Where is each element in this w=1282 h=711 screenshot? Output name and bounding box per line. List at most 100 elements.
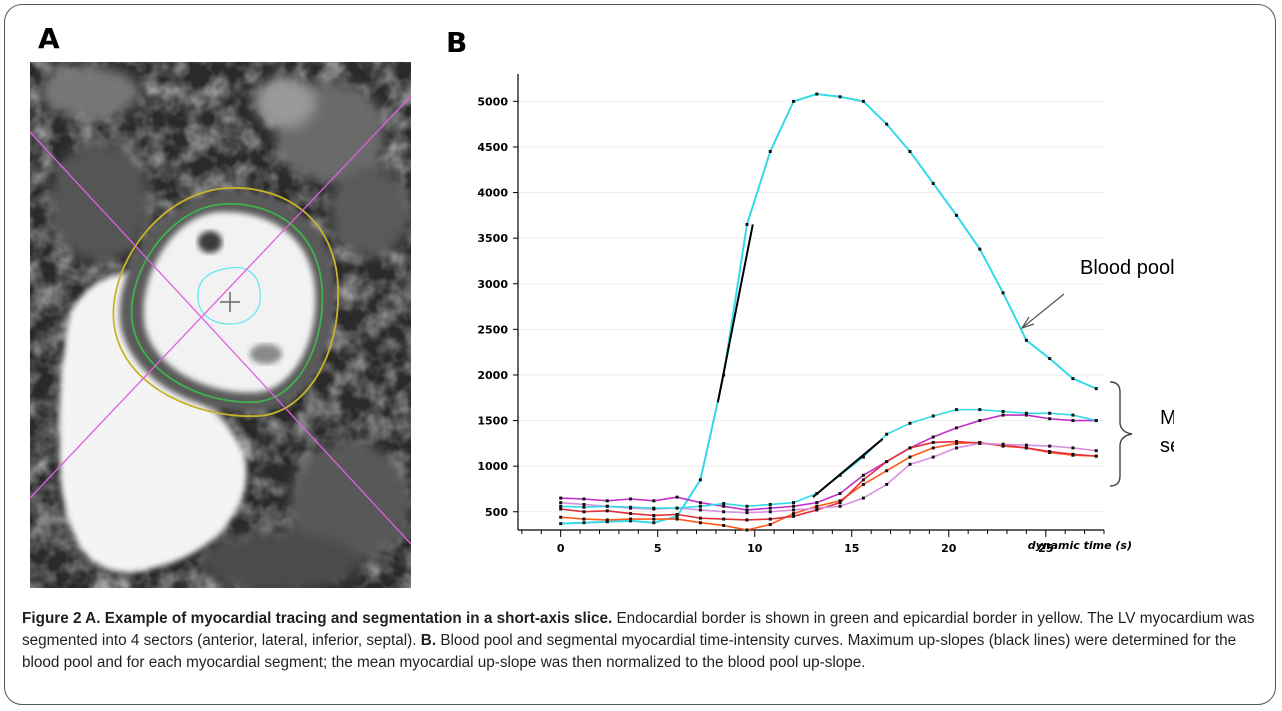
data-point <box>722 504 726 508</box>
data-point <box>931 455 935 459</box>
data-point <box>931 446 935 450</box>
data-point <box>1071 377 1075 381</box>
endocardial-border <box>130 203 324 404</box>
data-point <box>838 504 842 508</box>
data-point <box>1001 291 1005 295</box>
data-point <box>1071 419 1075 423</box>
epicardial-border <box>112 187 339 418</box>
data-point <box>745 518 749 522</box>
data-point <box>745 504 749 508</box>
series-line-4 <box>560 442 1097 514</box>
data-point <box>582 505 586 509</box>
annotation-arrow-icon <box>1020 293 1065 330</box>
data-point <box>1048 444 1052 448</box>
data-point <box>978 247 982 251</box>
data-point <box>675 517 679 521</box>
data-point <box>559 496 563 500</box>
data-point <box>861 99 865 103</box>
data-point <box>698 478 702 482</box>
data-point <box>885 482 889 486</box>
panel-a-letter: A <box>38 22 60 55</box>
data-point <box>838 501 842 505</box>
time-intensity-chart: 500 1000 1500 2000 2500 3000 3500 4000 4500 5000 0… <box>477 74 1174 555</box>
data-point <box>1001 442 1005 446</box>
data-point <box>629 505 633 509</box>
data-point <box>908 150 912 154</box>
data-point <box>1001 409 1005 413</box>
data-point <box>768 502 772 506</box>
data-point <box>931 435 935 439</box>
center-crosshair-icon <box>220 292 240 312</box>
figure-frame <box>4 4 1276 705</box>
data-point <box>629 497 633 501</box>
data-point <box>605 499 609 503</box>
data-point <box>768 523 772 527</box>
data-point <box>605 518 609 522</box>
blood-pool-annotation: Blood pool <box>1080 257 1174 279</box>
x-tick-label: 15 <box>844 542 859 555</box>
data-point <box>582 502 586 506</box>
papillary-muscle <box>198 231 222 253</box>
data-point <box>955 446 959 450</box>
data-point <box>1024 338 1028 342</box>
y-tick-label: 4500 <box>477 141 508 154</box>
data-point <box>815 501 819 505</box>
data-point <box>861 478 865 482</box>
chart-points <box>559 92 1098 532</box>
upslope-line-0 <box>716 224 754 403</box>
data-point <box>1094 454 1098 458</box>
data-point <box>838 499 842 503</box>
data-point <box>885 432 889 436</box>
chart-slopes <box>716 224 884 498</box>
data-point <box>1024 443 1028 447</box>
segment-line-1 <box>30 131 411 545</box>
blood-pool-roi <box>197 266 261 325</box>
data-point <box>1024 411 1028 415</box>
data-point <box>885 122 889 126</box>
y-tick-label: 1000 <box>477 460 508 473</box>
data-point <box>605 520 609 524</box>
data-point <box>931 414 935 418</box>
series-line-3 <box>560 440 1097 521</box>
data-point <box>1048 411 1052 415</box>
data-point <box>978 441 982 445</box>
series-line-1 <box>560 414 1097 511</box>
data-point <box>815 506 819 510</box>
data-point <box>698 508 702 512</box>
chart-ticks: 500 1000 1500 2000 2500 3000 3500 4000 4500 5000 0… <box>477 95 1053 555</box>
data-point <box>792 508 796 512</box>
data-point <box>559 507 563 511</box>
data-point <box>582 510 586 514</box>
data-point <box>722 510 726 514</box>
data-point <box>861 455 865 459</box>
data-point <box>861 482 865 486</box>
data-point <box>629 519 633 523</box>
data-point <box>1048 417 1052 421</box>
x-tick-label: 5 <box>654 542 662 555</box>
x-tick-label: 25 <box>1038 542 1053 555</box>
upslope-line-1 <box>812 438 884 498</box>
y-tick-label: 1500 <box>477 415 508 428</box>
data-point <box>722 373 726 377</box>
data-point <box>559 504 563 508</box>
tissue-blobs <box>40 67 410 588</box>
data-point <box>582 521 586 525</box>
segment-line-2 <box>30 95 411 499</box>
data-point <box>1094 387 1098 391</box>
myocardial-annotation-line1: Myocardial <box>1160 407 1174 429</box>
data-point <box>885 460 889 464</box>
data-point <box>559 515 563 519</box>
data-point <box>1048 357 1052 361</box>
panel-b-letter: B <box>446 26 468 59</box>
data-point <box>605 509 609 513</box>
y-tick-label: 3000 <box>477 278 508 291</box>
data-point <box>1024 446 1028 450</box>
data-point <box>792 512 796 516</box>
data-point <box>815 492 819 496</box>
data-point <box>955 213 959 217</box>
data-point <box>1048 450 1052 454</box>
data-point <box>838 95 842 99</box>
data-point <box>955 440 959 444</box>
chart-series <box>560 93 1097 531</box>
data-point <box>908 462 912 466</box>
